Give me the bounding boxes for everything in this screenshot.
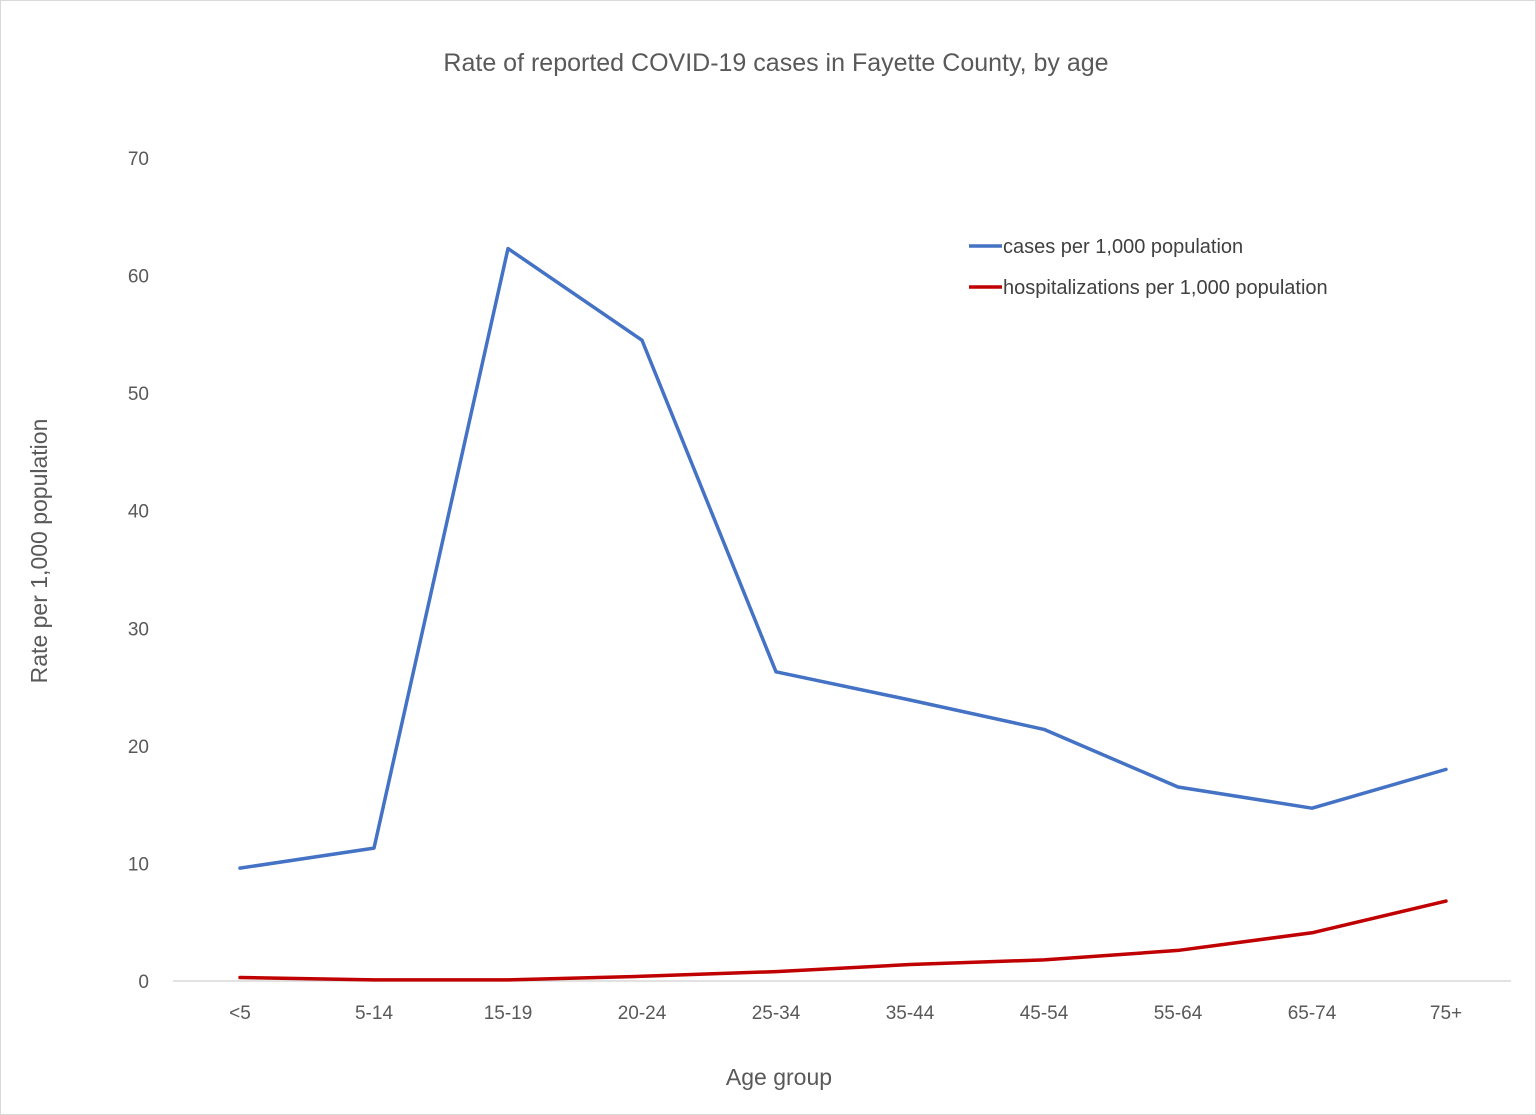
- legend-label: cases per 1,000 population: [1003, 236, 1243, 258]
- y-axis-tick-labels: 0 10 20 30 40 50 60 70: [128, 149, 149, 993]
- chart-title: Rate of reported COVID-19 cases in Fayet…: [443, 49, 1108, 77]
- y-tick-label: 0: [138, 972, 149, 993]
- series-lines: [238, 246, 1448, 982]
- y-axis-title: Rate per 1,000 population: [26, 419, 52, 684]
- x-axis-tick-labels: <5 5-14 15-19 20-24 25-34 35-44 45-54 55-64 65-7…: [229, 1003, 1462, 1024]
- x-axis-title: Age group: [726, 1064, 832, 1090]
- x-tick-label: 5-14: [355, 1003, 393, 1024]
- y-tick-label: 60: [128, 267, 149, 288]
- x-tick-label: 35-44: [886, 1003, 935, 1024]
- y-tick-label: 50: [128, 384, 149, 405]
- x-tick-label: 65-74: [1288, 1003, 1337, 1024]
- series-line-1: [238, 899, 1448, 982]
- x-tick-label: 55-64: [1154, 1003, 1203, 1024]
- x-tick-label: 25-34: [752, 1003, 801, 1024]
- legend-label: hospitalizations per 1,000 population: [1003, 277, 1328, 299]
- series-line-0: [238, 246, 1448, 870]
- y-tick-label: 70: [128, 149, 149, 170]
- x-tick-label: 15-19: [484, 1003, 533, 1024]
- x-tick-label: 75+: [1430, 1003, 1462, 1024]
- y-tick-label: 20: [128, 737, 149, 758]
- y-tick-label: 10: [128, 854, 149, 875]
- x-tick-label: 45-54: [1020, 1003, 1069, 1024]
- y-tick-label: 30: [128, 619, 149, 640]
- x-tick-label: 20-24: [618, 1003, 667, 1024]
- x-tick-label: <5: [229, 1003, 251, 1024]
- y-tick-label: 40: [128, 502, 149, 523]
- legend: cases per 1,000 population hospitalizatio…: [969, 236, 1328, 299]
